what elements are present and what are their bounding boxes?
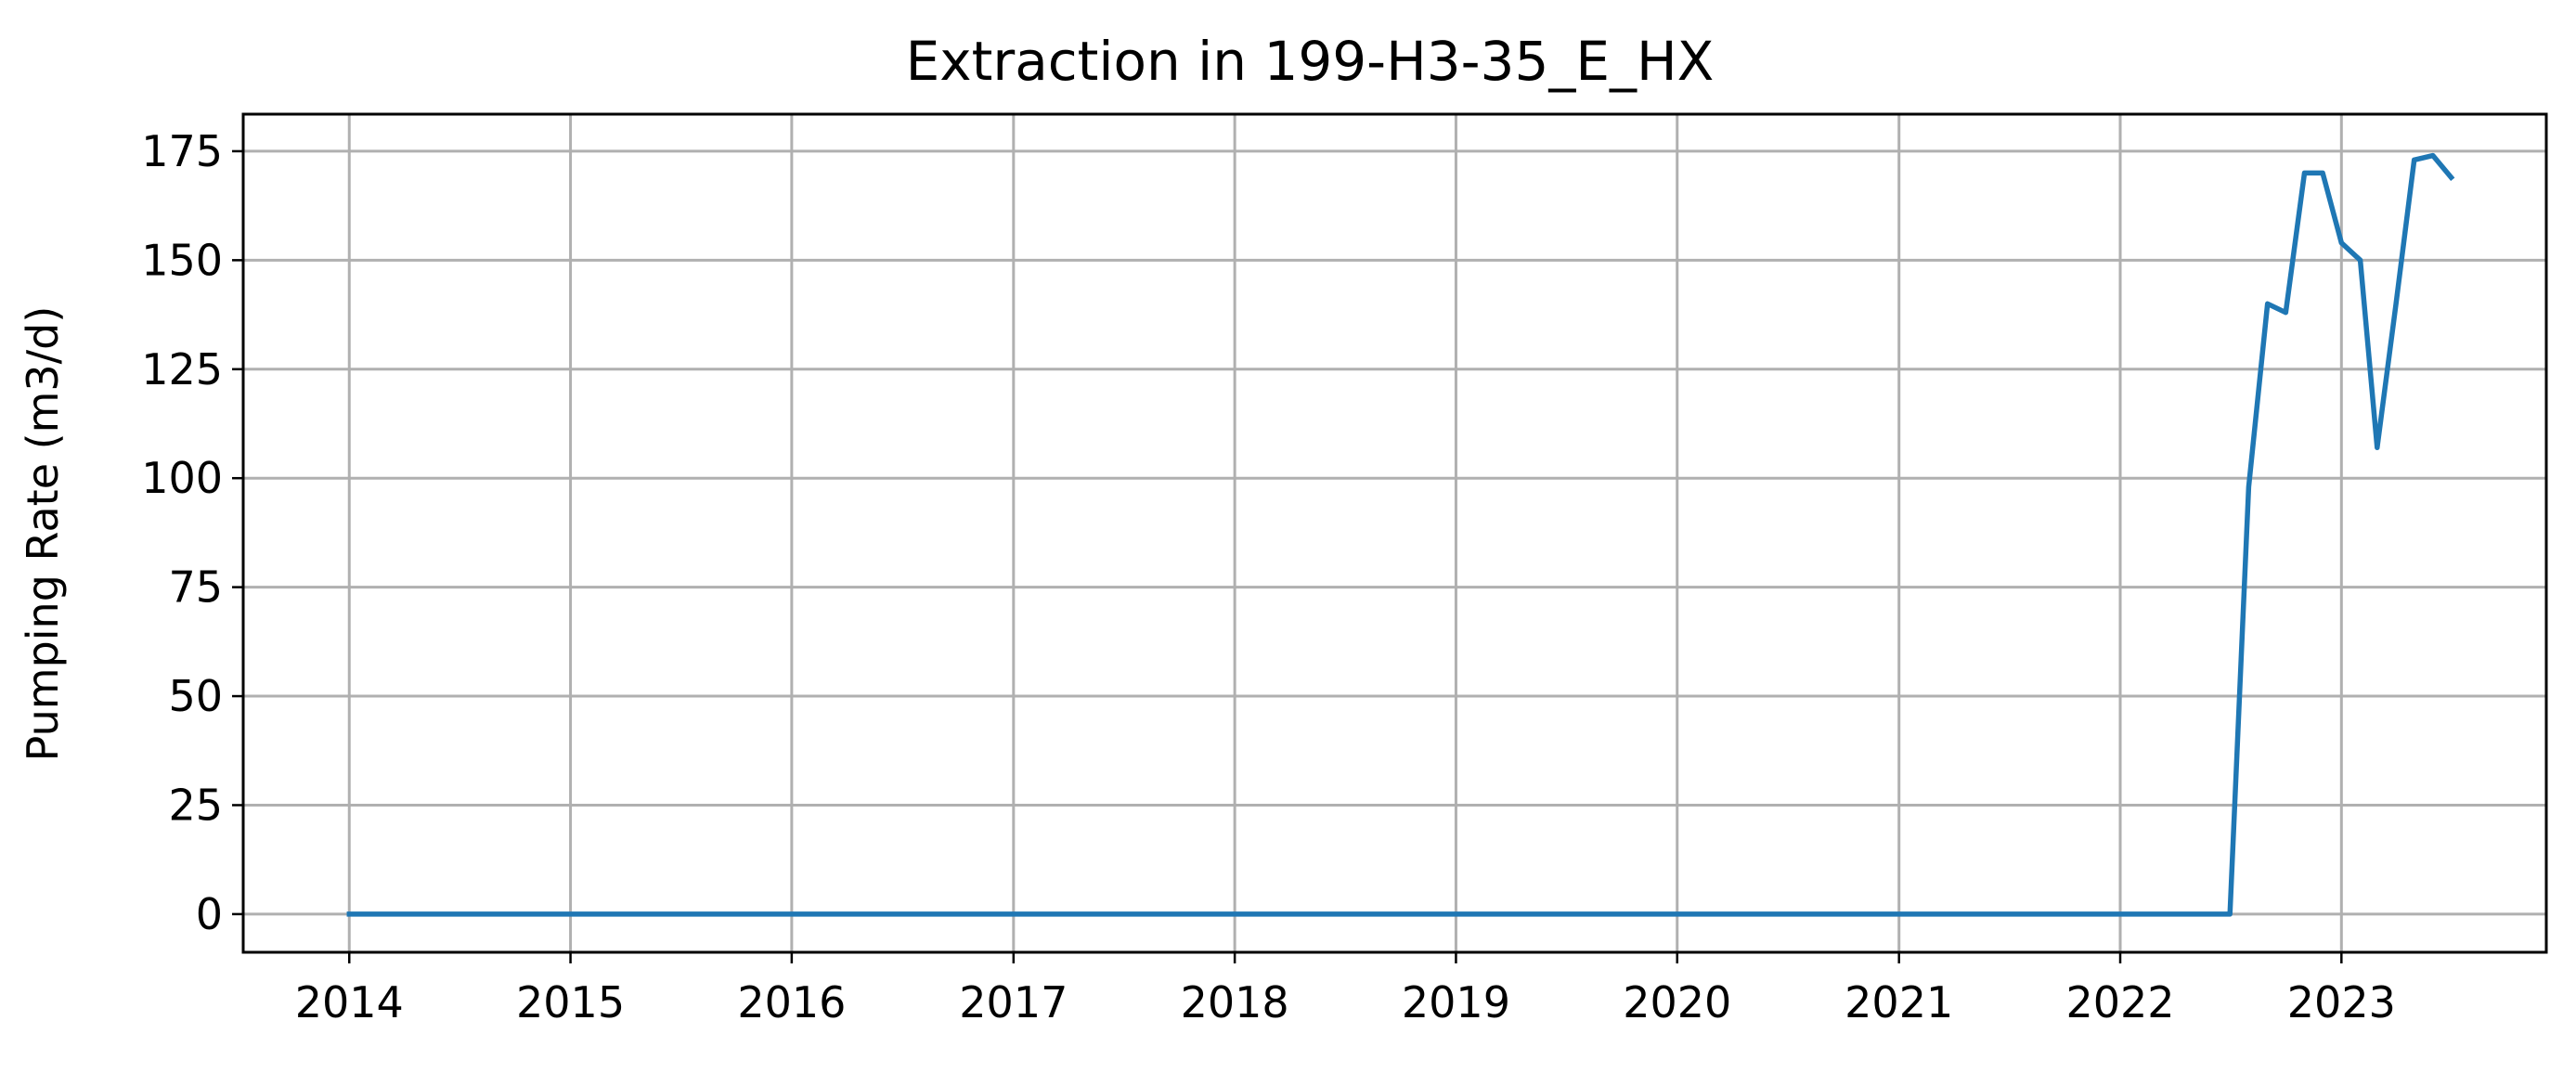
x-tick-label: 2014 <box>295 977 404 1027</box>
y-tick-label: 25 <box>168 780 223 830</box>
y-tick-label: 175 <box>141 126 223 176</box>
x-tick-label: 2021 <box>1845 977 1953 1027</box>
y-axis-label: Pumping Rate (m3/d) <box>18 306 68 762</box>
x-axis: 2014 2015 2016 2017 2018 2019 2020 2021 2022 2023 <box>295 952 2396 1027</box>
x-tick-label: 2019 <box>1402 977 1510 1027</box>
grid <box>243 114 2546 952</box>
x-tick-label: 2017 <box>959 977 1068 1027</box>
y-tick-label: 100 <box>141 453 223 503</box>
chart-title: Extraction in 199-H3-35_E_HX <box>906 30 1715 93</box>
y-tick-label: 0 <box>196 889 223 939</box>
series-group <box>346 152 2455 917</box>
plot-frame <box>241 112 2548 954</box>
x-tick-label: 2015 <box>516 977 625 1027</box>
x-tick-label: 2023 <box>2287 977 2396 1027</box>
x-tick-label: 2018 <box>1181 977 1289 1027</box>
y-tick-label: 50 <box>168 671 223 721</box>
x-tick-label: 2020 <box>1623 977 1731 1027</box>
y-tick-label: 125 <box>141 344 223 394</box>
series-line <box>346 152 2455 917</box>
y-tick-label: 75 <box>168 562 223 613</box>
y-tick-label: 150 <box>141 235 223 285</box>
x-tick-label: 2016 <box>737 977 846 1027</box>
y-axis: 0 25 50 75 100 125 150 175 <box>141 126 243 939</box>
x-tick-label: 2022 <box>2065 977 2174 1027</box>
